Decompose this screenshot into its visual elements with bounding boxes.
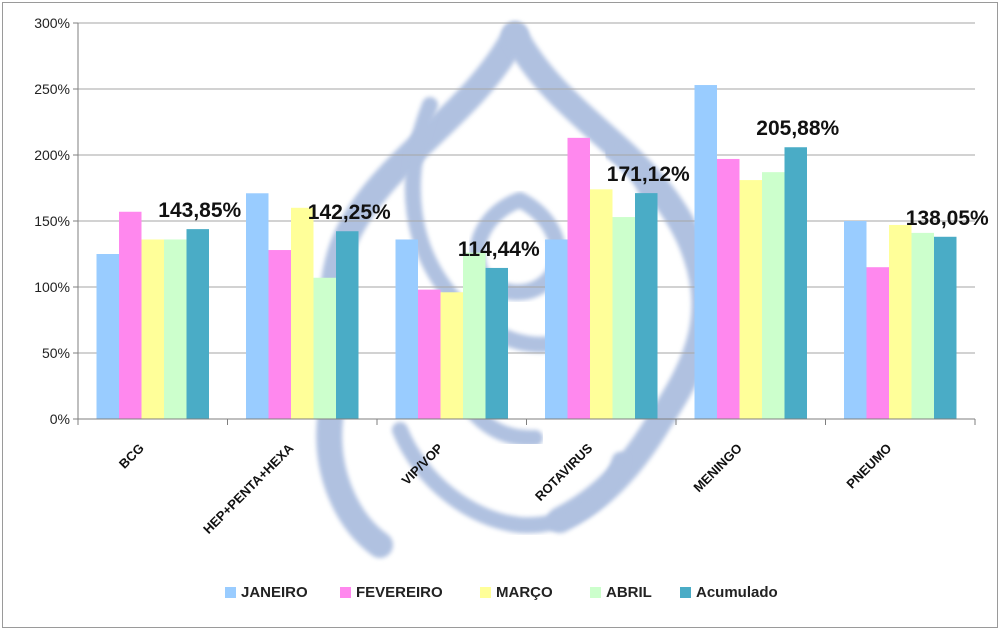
category-label: HEP+PENTA+HEXA [200, 440, 297, 537]
bar-janeiro [395, 239, 418, 419]
bar-acumulado [336, 231, 359, 419]
bar-janeiro [246, 193, 269, 419]
legend-label: ABRIL [606, 584, 652, 601]
bar-acumulado [635, 193, 658, 419]
bar-janeiro [694, 85, 717, 419]
data-label: 205,88% [756, 117, 839, 140]
axes [73, 22, 976, 425]
y-tick-label: 100% [34, 279, 70, 295]
watermark-stroke [392, 422, 628, 534]
bar-acumulado [186, 229, 209, 419]
bar-mar-o [141, 239, 164, 419]
bar-janeiro [844, 221, 867, 419]
category-label: MENINGO [690, 441, 745, 496]
y-axis-ticks: 0% 50% 100% 150% 200% 250% 300% [34, 15, 70, 427]
bar-mar-o [291, 207, 314, 419]
legend: JANEIRO FEVEREIRO MARÇO ABRIL Acumulado [225, 584, 778, 601]
bar-fevereiro [418, 289, 441, 419]
bar-abril [463, 252, 486, 419]
legend-swatch [480, 587, 491, 598]
bar-abril [313, 277, 336, 419]
bar-mar-o [440, 292, 463, 419]
data-labels: 143,85% 142,25% 114,44% 171,12% 205,88% 138,0… [158, 117, 989, 261]
y-tick-label: 250% [34, 81, 70, 97]
data-label: 143,85% [158, 199, 241, 222]
y-tick-label: 150% [34, 213, 70, 229]
y-tick-label: 50% [42, 345, 70, 361]
y-tick-label: 200% [34, 147, 70, 163]
bar-mar-o [739, 180, 762, 419]
bar-fevereiro [567, 137, 590, 419]
bar-janeiro [96, 254, 119, 419]
bar-acumulado [784, 147, 807, 419]
legend-label: JANEIRO [241, 584, 308, 601]
bars [96, 85, 957, 419]
legend-swatch [590, 587, 601, 598]
bar-mar-o [889, 224, 912, 419]
data-label: 142,25% [308, 201, 391, 224]
bar-abril [762, 172, 785, 419]
bar-fevereiro [119, 211, 142, 419]
bar-abril [911, 232, 934, 419]
gridlines [78, 22, 975, 354]
bar-fevereiro [268, 250, 291, 419]
category-label: BCG [116, 441, 147, 472]
bar-fevereiro [717, 158, 740, 419]
bar-fevereiro [866, 267, 889, 419]
legend-label: FEVEREIRO [356, 584, 443, 601]
bar-abril [612, 217, 635, 419]
data-label: 114,44% [458, 238, 540, 261]
y-tick-label: 300% [34, 15, 70, 31]
category-label: PNEUMO [843, 441, 894, 492]
legend-label: MARÇO [496, 584, 553, 601]
y-tick-label: 0% [50, 411, 70, 427]
watermark-stroke [469, 192, 567, 301]
legend-label: Acumulado [696, 584, 778, 601]
bar-acumulado [485, 267, 508, 419]
bar-acumulado [934, 236, 957, 419]
legend-swatch [680, 587, 691, 598]
bar-janeiro [545, 239, 568, 419]
bar-abril [164, 239, 187, 419]
bar-mar-o [590, 189, 613, 419]
legend-swatch [340, 587, 351, 598]
data-label: 138,05% [906, 207, 989, 230]
legend-swatch [225, 587, 236, 598]
data-label: 171,12% [607, 163, 690, 186]
